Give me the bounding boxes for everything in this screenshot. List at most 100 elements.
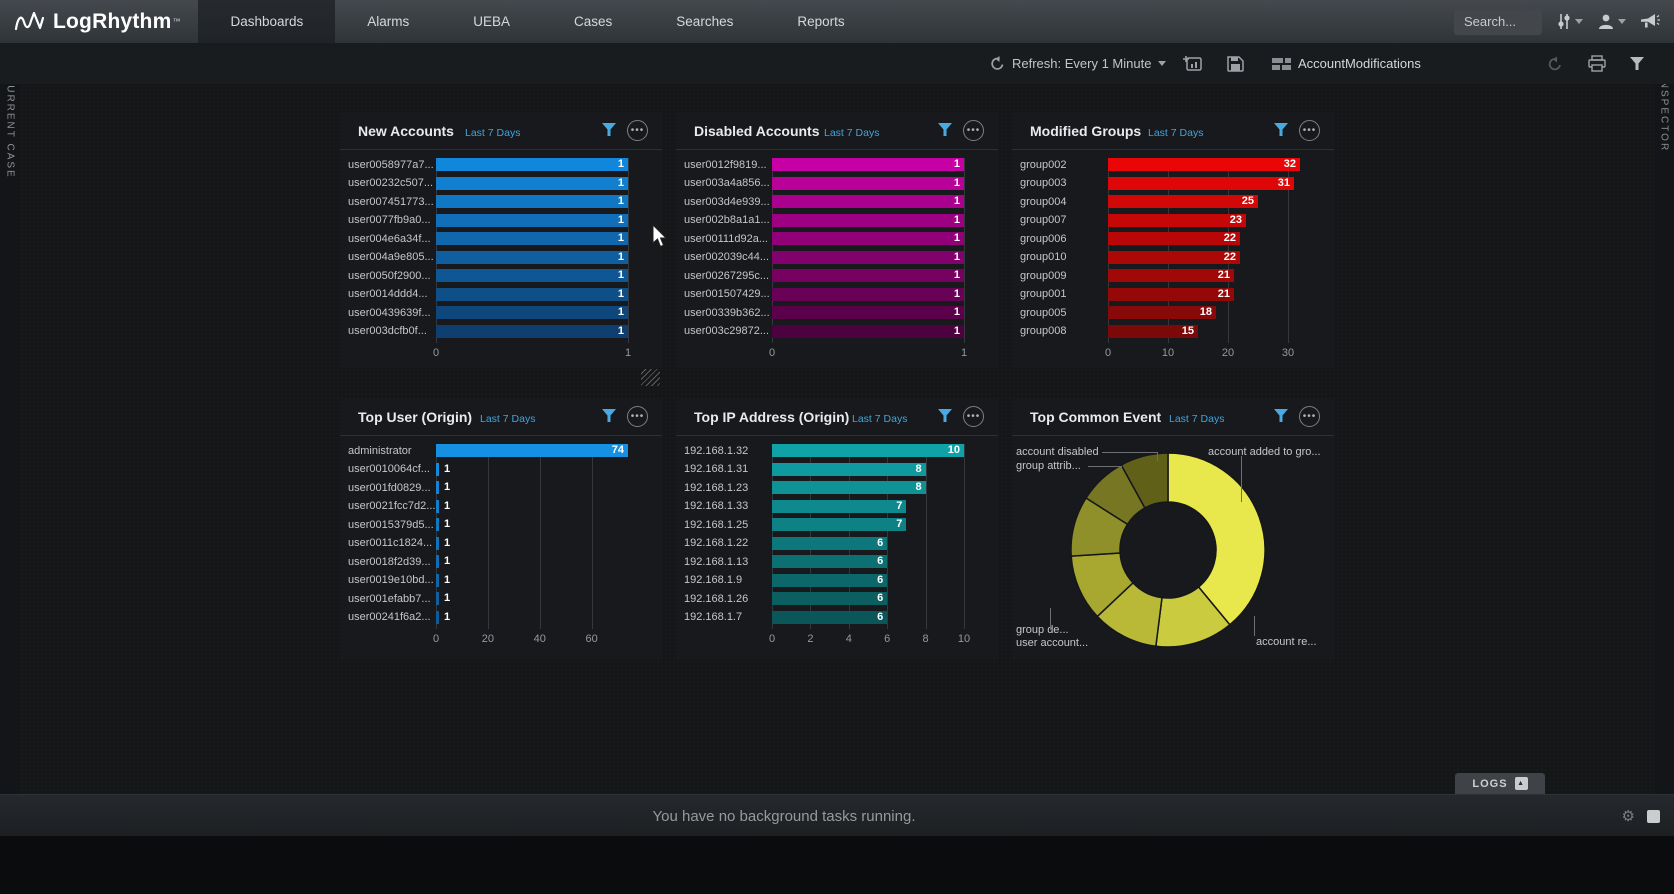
bar-row: user003d4e939... 1 <box>684 195 964 208</box>
callout-leader-line <box>1050 608 1051 630</box>
inspector-label[interactable]: INSPECTOR <box>1658 76 1670 153</box>
bar[interactable]: 15 <box>1108 324 1198 338</box>
filter-icon[interactable] <box>602 409 616 423</box>
widget-menu-icon[interactable] <box>627 406 648 427</box>
save-dashboard-button[interactable] <box>1227 43 1244 84</box>
tab-alarms[interactable]: Alarms <box>367 14 410 29</box>
bar[interactable]: 1 <box>772 324 964 338</box>
bar[interactable]: 1 <box>772 250 964 264</box>
bar[interactable]: 1 <box>436 269 628 282</box>
bar[interactable]: 6 <box>772 573 888 587</box>
bar[interactable]: 1 <box>436 481 450 494</box>
widget-menu-icon[interactable] <box>1299 406 1320 427</box>
panel-toggle-icon[interactable] <box>1647 809 1660 823</box>
widget-menu-icon[interactable] <box>627 120 648 141</box>
bar[interactable]: 1 <box>772 158 964 171</box>
bar[interactable]: 32 <box>1108 158 1300 171</box>
bar[interactable]: 6 <box>772 536 888 550</box>
bar[interactable]: 1 <box>436 462 450 476</box>
bar-value: 1 <box>444 555 451 567</box>
bar[interactable]: 22 <box>1108 250 1240 264</box>
bar[interactable]: 1 <box>436 610 450 624</box>
widget-menu-icon[interactable] <box>963 120 984 141</box>
bar-category-label: 192.168.1.33 <box>684 500 749 512</box>
display-settings-menu[interactable] <box>1556 13 1583 30</box>
bar[interactable]: 1 <box>436 287 628 301</box>
filter-icon[interactable] <box>1274 409 1288 423</box>
axis-tick-label: 10 <box>957 633 971 645</box>
filter-icon[interactable] <box>1274 123 1288 137</box>
bar[interactable]: 6 <box>772 555 888 568</box>
bar[interactable]: 1 <box>436 592 450 605</box>
bar[interactable]: 21 <box>1108 287 1234 301</box>
bar[interactable]: 1 <box>436 250 628 264</box>
bar[interactable]: 7 <box>772 518 907 531</box>
bar[interactable]: 1 <box>436 306 628 319</box>
widget-menu-icon[interactable] <box>963 406 984 427</box>
bar[interactable]: 1 <box>436 573 450 587</box>
bar[interactable]: 7 <box>772 499 907 513</box>
bar[interactable]: 10 <box>772 444 964 457</box>
bar-track: 6 <box>772 555 964 568</box>
tab-cases[interactable]: Cases <box>574 14 613 29</box>
filter-icon[interactable] <box>938 409 952 423</box>
gear-icon[interactable]: ⚙ <box>1621 808 1635 825</box>
bar[interactable]: 8 <box>772 462 926 476</box>
filter-dashboard-button[interactable] <box>1630 43 1644 84</box>
bar[interactable]: 1 <box>772 287 964 301</box>
bar[interactable]: 8 <box>772 481 926 494</box>
bar[interactable]: 1 <box>772 176 964 190</box>
user-account-menu[interactable] <box>1597 13 1626 30</box>
add-widget-button[interactable] <box>1183 43 1203 84</box>
bar[interactable]: 23 <box>1108 213 1246 227</box>
tab-dashboards[interactable]: Dashboards <box>198 0 336 43</box>
bar[interactable]: 1 <box>436 324 628 338</box>
bar[interactable]: 21 <box>1108 269 1234 282</box>
bar[interactable]: 6 <box>772 610 888 624</box>
bar[interactable]: 18 <box>1108 306 1216 319</box>
bar-row: user0077fb9a0... 1 <box>348 213 628 227</box>
donut-slice[interactable] <box>1120 452 1169 509</box>
bar[interactable]: 1 <box>772 195 964 208</box>
print-button[interactable] <box>1588 43 1606 84</box>
widget-resize-handle[interactable] <box>641 369 660 386</box>
bar[interactable]: 1 <box>772 306 964 319</box>
widget-timerange: Last 7 Days <box>824 127 880 139</box>
callout-leader-line <box>1088 466 1122 483</box>
bar-value: 74 <box>611 444 624 456</box>
bar[interactable]: 31 <box>1108 176 1294 190</box>
bar-category-label: user003c29872... <box>684 325 770 337</box>
filter-icon[interactable] <box>602 123 616 137</box>
bar[interactable]: 1 <box>436 518 450 531</box>
bar[interactable]: 25 <box>1108 195 1258 208</box>
refresh-interval-dropdown[interactable]: Refresh: Every 1 Minute <box>990 43 1167 84</box>
filter-icon[interactable] <box>938 123 952 137</box>
bar-track: 23 <box>1108 213 1300 227</box>
donut-slice[interactable] <box>1167 452 1266 626</box>
tab-searches[interactable]: Searches <box>676 14 734 29</box>
bar[interactable]: 1 <box>436 176 628 190</box>
undo-button[interactable] <box>1547 43 1563 84</box>
bar[interactable]: 1 <box>436 536 450 550</box>
bar[interactable]: 1 <box>436 232 628 245</box>
bar[interactable]: 1 <box>772 232 964 245</box>
announcements-button[interactable] <box>1640 13 1660 30</box>
bar[interactable]: 1 <box>436 213 628 227</box>
bar[interactable]: 1 <box>436 195 628 208</box>
bar[interactable]: 74 <box>436 444 628 457</box>
bar[interactable]: 1 <box>772 269 964 282</box>
bar-track: 8 <box>772 481 964 494</box>
tab-ueba[interactable]: UEBA <box>473 14 511 29</box>
bar[interactable]: 22 <box>1108 232 1240 245</box>
bar[interactable]: 1 <box>436 555 450 568</box>
widget-menu-icon[interactable] <box>1299 120 1320 141</box>
current-case-label[interactable]: CURRENT CASE <box>4 76 16 179</box>
dashboard-selector[interactable]: AccountModifications <box>1272 43 1421 84</box>
bar[interactable]: 6 <box>772 592 888 605</box>
search-input[interactable]: Search... <box>1454 8 1542 35</box>
bar[interactable]: 1 <box>436 158 628 171</box>
tab-reports[interactable]: Reports <box>797 14 845 29</box>
bar[interactable]: 1 <box>772 213 964 227</box>
bar[interactable]: 1 <box>436 499 450 513</box>
logs-tab[interactable]: LOGS ▲ <box>1455 773 1545 794</box>
